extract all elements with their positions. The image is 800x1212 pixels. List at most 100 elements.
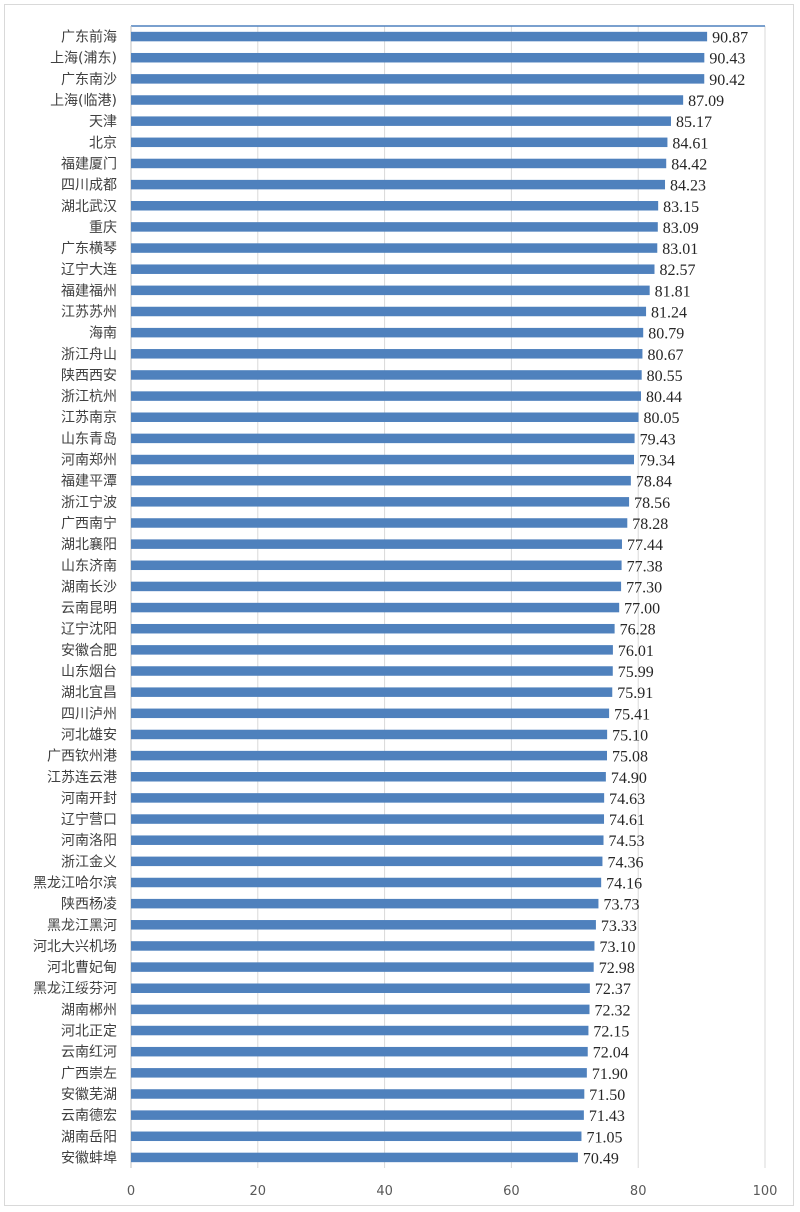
value-label: 72.32 bbox=[595, 1002, 631, 1019]
value-label: 87.09 bbox=[688, 93, 724, 110]
category-label: 海南 bbox=[89, 326, 117, 342]
bar bbox=[131, 179, 666, 190]
category-label: 陕西杨凌 bbox=[61, 897, 117, 913]
bar bbox=[131, 306, 647, 317]
category-label: 福建福州 bbox=[61, 283, 117, 299]
category-label: 广西南宁 bbox=[61, 515, 117, 532]
x-tick-label: 40 bbox=[376, 1184, 393, 1199]
category-label: 浙江宁波 bbox=[61, 494, 117, 511]
x-tick-label: 80 bbox=[630, 1184, 647, 1199]
category-label: 天津 bbox=[89, 114, 117, 130]
category-label: 重庆 bbox=[89, 220, 117, 236]
bar bbox=[131, 750, 608, 761]
bar bbox=[131, 158, 667, 169]
category-label: 河北曹妃甸 bbox=[47, 960, 117, 976]
value-label: 75.41 bbox=[614, 706, 650, 723]
category-label: 河北正定 bbox=[61, 1024, 117, 1040]
value-label: 76.01 bbox=[618, 643, 654, 660]
bar bbox=[131, 1152, 578, 1163]
category-label: 湖北武汉 bbox=[61, 199, 117, 215]
x-tick-label: 20 bbox=[250, 1184, 267, 1199]
value-label: 71.90 bbox=[592, 1066, 628, 1083]
category-label: 广西钦州港 bbox=[47, 749, 117, 765]
value-label: 80.55 bbox=[647, 368, 683, 385]
value-label: 77.30 bbox=[626, 579, 662, 596]
bar bbox=[131, 983, 590, 993]
category-label: 安徽蚌埠 bbox=[61, 1149, 117, 1166]
bar bbox=[131, 856, 603, 867]
bar bbox=[131, 772, 606, 782]
category-label: 上海(浦东) bbox=[50, 51, 117, 67]
bar bbox=[131, 941, 595, 951]
value-label: 81.81 bbox=[655, 283, 691, 300]
value-label: 72.04 bbox=[593, 1045, 629, 1062]
value-label: 78.56 bbox=[634, 495, 670, 512]
bar bbox=[131, 602, 620, 613]
category-label: 云南红河 bbox=[61, 1045, 117, 1061]
value-label: 80.05 bbox=[644, 410, 680, 427]
bar bbox=[131, 391, 641, 401]
category-label: 广东前海 bbox=[61, 29, 117, 46]
category-label: 安徽芜湖 bbox=[61, 1086, 117, 1103]
value-label: 75.99 bbox=[618, 664, 654, 681]
category-label: 广东南沙 bbox=[61, 72, 117, 88]
bar bbox=[131, 74, 705, 84]
value-label: 73.73 bbox=[603, 897, 639, 914]
bar bbox=[131, 116, 671, 126]
value-label: 72.15 bbox=[593, 1024, 629, 1041]
bar bbox=[131, 285, 650, 296]
bar bbox=[131, 708, 610, 719]
value-label: 82.57 bbox=[659, 262, 695, 279]
value-label: 75.10 bbox=[612, 727, 648, 744]
bar bbox=[131, 898, 599, 909]
value-label: 81.24 bbox=[651, 305, 687, 322]
x-tick-label: 100 bbox=[753, 1184, 778, 1199]
category-label: 四川成都 bbox=[61, 178, 117, 194]
value-label: 84.61 bbox=[672, 135, 708, 152]
category-label: 北京 bbox=[89, 135, 117, 151]
category-label: 上海(临港) bbox=[50, 93, 117, 109]
bar bbox=[131, 222, 658, 232]
value-label: 75.08 bbox=[612, 749, 648, 766]
category-label: 辽宁沈阳 bbox=[61, 621, 117, 638]
category-label: 湖南长沙 bbox=[61, 579, 117, 595]
category-label: 湖北宜昌 bbox=[61, 685, 117, 701]
category-label: 黑龙江黑河 bbox=[47, 918, 117, 934]
value-label: 74.36 bbox=[607, 854, 643, 871]
category-label: 湖南岳阳 bbox=[61, 1129, 117, 1145]
bar bbox=[131, 454, 635, 465]
bar bbox=[131, 920, 596, 930]
value-label: 74.61 bbox=[609, 812, 645, 829]
category-label: 广西崇左 bbox=[61, 1066, 117, 1082]
category-label: 江苏连云港 bbox=[47, 770, 117, 786]
value-label: 77.38 bbox=[627, 558, 663, 575]
bar bbox=[131, 1004, 590, 1015]
value-label: 90.43 bbox=[709, 51, 745, 68]
bar bbox=[131, 835, 604, 845]
value-label: 79.43 bbox=[640, 431, 676, 448]
bar bbox=[131, 475, 631, 486]
category-label: 河南洛阳 bbox=[61, 833, 117, 849]
category-label: 湖北襄阳 bbox=[61, 537, 117, 553]
value-label: 75.91 bbox=[617, 685, 653, 702]
bar bbox=[131, 243, 658, 253]
bar bbox=[131, 327, 644, 338]
category-label: 辽宁大连 bbox=[61, 261, 117, 278]
category-label: 陕西西安 bbox=[61, 368, 117, 384]
category-label: 浙江金义 bbox=[61, 854, 117, 870]
bar bbox=[131, 1068, 587, 1078]
category-label: 广东横琴 bbox=[61, 241, 117, 257]
category-label: 江苏苏州 bbox=[61, 305, 117, 321]
value-label: 78.28 bbox=[632, 516, 668, 533]
bar bbox=[131, 1046, 588, 1057]
bar bbox=[131, 201, 659, 211]
category-label: 浙江杭州 bbox=[61, 389, 117, 405]
bar bbox=[131, 814, 605, 824]
value-label: 73.33 bbox=[601, 918, 637, 935]
bar bbox=[131, 687, 613, 697]
category-label: 山东济南 bbox=[61, 558, 117, 574]
bar bbox=[131, 729, 608, 740]
value-label: 72.37 bbox=[595, 981, 631, 998]
bar bbox=[131, 95, 684, 105]
